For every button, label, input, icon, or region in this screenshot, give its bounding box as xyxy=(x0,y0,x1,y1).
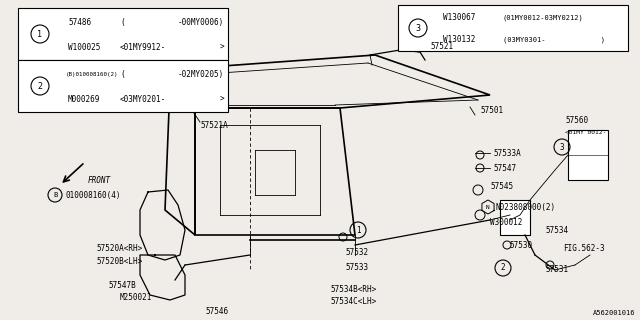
Text: W130067: W130067 xyxy=(443,13,476,22)
Text: (03MY0301-             ): (03MY0301- ) xyxy=(503,36,605,43)
Text: 57486: 57486 xyxy=(68,18,91,27)
Text: 57520A<RH>: 57520A<RH> xyxy=(96,244,142,252)
Text: 57521A: 57521A xyxy=(200,121,228,130)
Text: 57532: 57532 xyxy=(345,247,368,257)
Text: 57531: 57531 xyxy=(545,266,568,275)
Text: N023808000(2): N023808000(2) xyxy=(495,203,555,212)
Text: 57547: 57547 xyxy=(493,164,516,172)
Bar xyxy=(500,200,530,235)
Text: 57534C<LH>: 57534C<LH> xyxy=(330,298,376,307)
Bar xyxy=(18,60,228,112)
Text: 57520B<LH>: 57520B<LH> xyxy=(96,257,142,266)
Text: W130132: W130132 xyxy=(443,35,476,44)
Bar xyxy=(18,8,228,60)
Text: M250021: M250021 xyxy=(120,293,152,302)
Text: 57534B<RH>: 57534B<RH> xyxy=(330,285,376,294)
Text: 1: 1 xyxy=(356,226,360,235)
Text: >: > xyxy=(220,43,224,52)
Text: 57534: 57534 xyxy=(545,226,568,235)
Text: 57533: 57533 xyxy=(345,262,368,271)
Text: 1: 1 xyxy=(38,29,42,38)
Bar xyxy=(398,5,628,51)
Text: -00MY0006): -00MY0006) xyxy=(178,18,224,27)
Text: (: ( xyxy=(120,69,125,78)
Text: 57547B: 57547B xyxy=(108,281,136,290)
Text: M000269: M000269 xyxy=(68,94,100,103)
Text: N: N xyxy=(485,204,489,210)
Text: 3: 3 xyxy=(415,23,420,33)
Text: -02MY0205): -02MY0205) xyxy=(178,69,224,78)
Text: 3: 3 xyxy=(560,142,564,151)
Text: A562001016: A562001016 xyxy=(593,310,635,316)
Text: FRONT: FRONT xyxy=(88,175,111,185)
Text: 57546: 57546 xyxy=(205,308,228,316)
Text: (B)010008160(2): (B)010008160(2) xyxy=(66,72,118,76)
Text: (: ( xyxy=(120,18,125,27)
Text: 57533A: 57533A xyxy=(493,148,521,157)
Text: FIG.562-3: FIG.562-3 xyxy=(563,244,605,252)
Text: <01MY9912-: <01MY9912- xyxy=(120,43,166,52)
Text: B: B xyxy=(53,192,57,198)
Text: 2: 2 xyxy=(500,263,506,273)
Text: 2: 2 xyxy=(38,82,42,91)
Text: >: > xyxy=(220,94,224,103)
Text: 57530: 57530 xyxy=(509,241,532,250)
Text: 57560: 57560 xyxy=(565,116,588,124)
Text: W100025: W100025 xyxy=(68,43,100,52)
Bar xyxy=(568,130,608,180)
Text: 57501: 57501 xyxy=(480,106,503,115)
Text: (01MY0012-03MY0212): (01MY0012-03MY0212) xyxy=(503,14,584,21)
Text: 010008160(4): 010008160(4) xyxy=(65,190,120,199)
Text: 57521: 57521 xyxy=(430,42,453,51)
Text: W300012: W300012 xyxy=(490,218,522,227)
Text: <03MY0201-: <03MY0201- xyxy=(120,94,166,103)
Text: <01MY 0012-: <01MY 0012- xyxy=(565,130,606,134)
Text: 57545: 57545 xyxy=(490,181,513,190)
